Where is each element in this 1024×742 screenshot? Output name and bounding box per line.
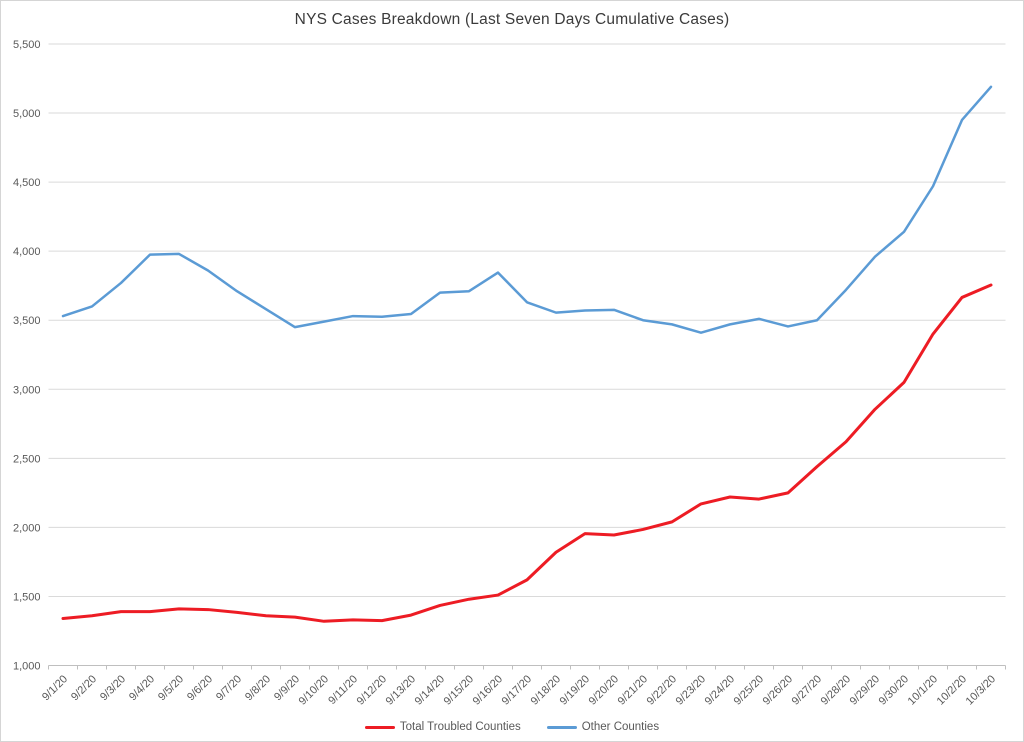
- x-axis-tick-label: 9/29/20: [848, 673, 882, 707]
- legend-line-sample-red: [364, 725, 395, 729]
- legend-label-other-counties: Other Counties: [581, 721, 660, 733]
- x-axis-tick-label: 9/27/20: [790, 673, 824, 707]
- y-axis-tick-label: 5,000: [13, 108, 41, 120]
- x-axis-tick-label: 9/6/20: [185, 673, 215, 703]
- x-axis-tick-label: 9/7/20: [214, 673, 244, 703]
- x-axis-tick-label: 9/22/20: [645, 673, 679, 707]
- x-axis-tick-label: 9/21/20: [616, 673, 650, 707]
- x-axis-tick-label: 9/16/20: [471, 673, 505, 707]
- x-axis-tick-label: 9/5/20: [156, 673, 186, 703]
- x-axis-tick-label: 9/4/20: [127, 673, 157, 703]
- x-axis-tick-label: 9/24/20: [703, 673, 737, 707]
- legend-item-total-troubled-counties: Total Troubled Counties: [364, 721, 521, 733]
- x-axis-tick-label: 9/8/20: [243, 673, 273, 703]
- x-axis-tick-label: 9/15/20: [442, 673, 476, 707]
- x-axis-tick-label: 9/26/20: [761, 673, 795, 707]
- x-axis-tick-label: 9/13/20: [384, 673, 418, 707]
- x-axis-tick-label: 9/10/20: [297, 673, 331, 707]
- series-line-other-counties: [61, 85, 993, 334]
- x-axis-tick-label: 9/23/20: [674, 673, 708, 707]
- y-axis-tick-label: 4,500: [13, 177, 41, 189]
- x-axis-tick-label: 9/20/20: [587, 673, 621, 707]
- legend-item-other-counties: Other Counties: [546, 721, 660, 733]
- x-axis-tick-label: 9/3/20: [98, 673, 128, 703]
- x-axis-tick-label: 9/1/20: [40, 673, 70, 703]
- y-axis-tick-label: 1,000: [13, 661, 41, 673]
- x-axis-tick-label: 9/19/20: [558, 673, 592, 707]
- x-axis-tick-label: 9/28/20: [819, 673, 853, 707]
- y-axis-tick-label: 4,000: [13, 246, 41, 258]
- x-axis-tick-label: 9/25/20: [732, 673, 766, 707]
- x-axis-tick-label: 9/17/20: [500, 673, 534, 707]
- y-axis-tick-label: 5,500: [13, 39, 41, 51]
- legend-line-sample-blue: [546, 725, 577, 729]
- x-axis-tick-label: 9/14/20: [413, 673, 447, 707]
- y-axis-tick-label: 2,000: [13, 522, 41, 534]
- x-axis-tick-label: 10/3/20: [964, 673, 998, 707]
- x-axis-tick-label: 10/1/20: [906, 673, 940, 707]
- x-axis-tick-label: 9/30/20: [877, 673, 911, 707]
- y-axis-tick-label: 1,500: [13, 591, 41, 603]
- chart-title: NYS Cases Breakdown (Last Seven Days Cum…: [294, 11, 730, 28]
- x-axis-tick-label: 10/2/20: [935, 673, 969, 707]
- series-line-total-troubled-counties: [61, 283, 993, 623]
- y-axis-tick-label: 3,500: [13, 315, 41, 327]
- y-axis-tick-label: 2,500: [13, 453, 41, 465]
- x-axis-tick-label: 9/2/20: [69, 673, 99, 703]
- x-axis-tick-label: 9/12/20: [355, 673, 389, 707]
- legend-label-total-troubled-counties: Total Troubled Counties: [399, 721, 521, 733]
- y-axis-tick-label: 3,000: [13, 384, 41, 396]
- x-axis-tick-label: 9/11/20: [326, 673, 360, 707]
- x-axis-tick-label: 9/18/20: [529, 673, 563, 707]
- legend: Total Troubled Counties Other Counties: [1, 721, 1023, 733]
